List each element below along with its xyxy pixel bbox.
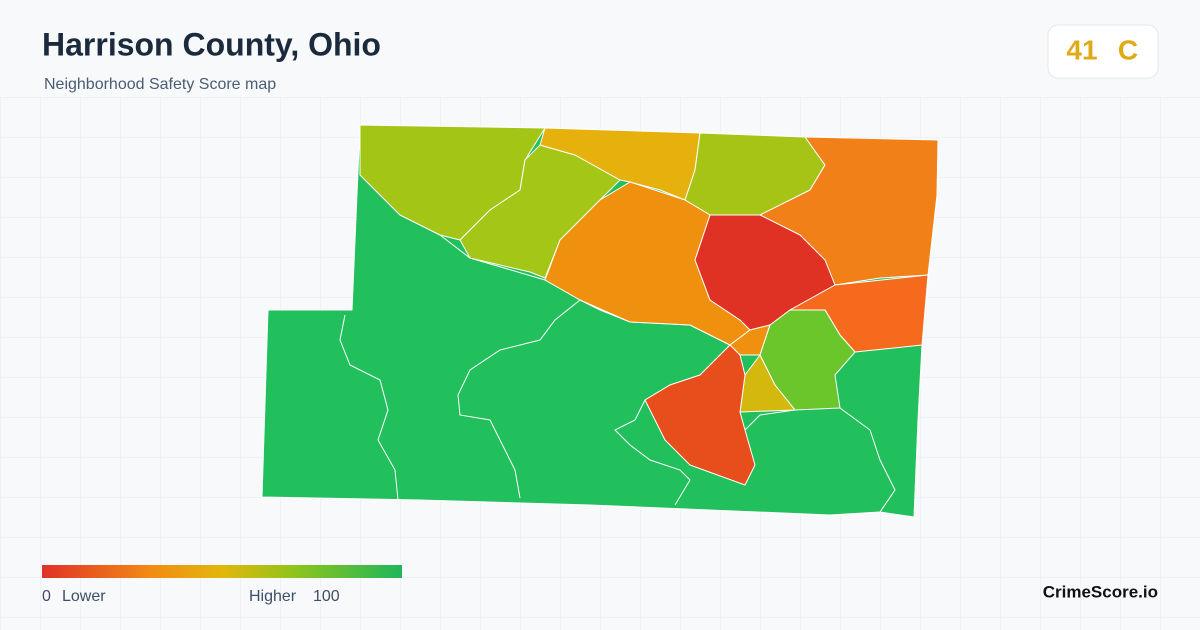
score-card xyxy=(1047,24,1159,79)
legend-max-label: Higher xyxy=(249,588,297,605)
title: Harrison County, Ohio xyxy=(42,26,381,62)
score-value: 41 xyxy=(1066,34,1097,65)
legend-min-label: Lower xyxy=(62,588,106,605)
subtitle: Neighborhood Safety Score map xyxy=(44,76,276,93)
region xyxy=(739,354,796,413)
region xyxy=(759,309,856,411)
county-map xyxy=(261,124,939,518)
region xyxy=(644,344,756,486)
legend-min: 0 xyxy=(42,588,51,605)
legend-scale xyxy=(42,565,402,578)
legend-max: 100 xyxy=(313,588,340,605)
header-band xyxy=(0,0,1200,97)
brand: CrimeScore.io xyxy=(1043,582,1158,601)
score-grade: C xyxy=(1118,34,1138,65)
